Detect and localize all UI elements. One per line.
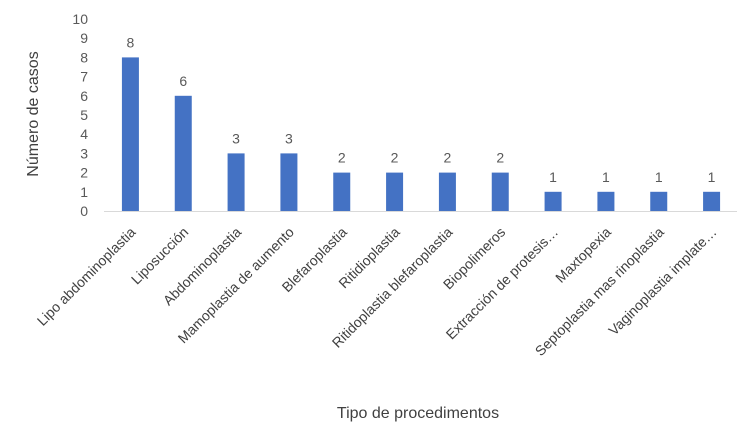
data-label: 2	[338, 150, 346, 166]
bar	[544, 191, 562, 211]
bar	[333, 172, 351, 211]
y-tick-label: 9	[80, 30, 88, 46]
data-label: 3	[285, 130, 293, 146]
y-tick-label: 7	[80, 69, 88, 85]
bar	[703, 191, 721, 211]
data-label: 1	[708, 169, 716, 185]
bar	[491, 172, 509, 211]
data-label: 6	[179, 73, 187, 89]
data-label: 2	[391, 150, 399, 166]
y-tick-label: 10	[72, 11, 88, 27]
category-label: Extracción de protesis…	[443, 224, 562, 343]
y-tick-label: 4	[80, 126, 88, 142]
y-tick-label: 5	[80, 107, 88, 123]
bar	[174, 95, 192, 211]
y-tick-label: 6	[80, 88, 88, 104]
bar	[438, 172, 456, 211]
bar	[121, 57, 139, 212]
data-label: 8	[127, 34, 135, 50]
category-labels: Lipo abdominoplastiaLiposucciónAbdominop…	[34, 224, 720, 359]
y-tick-label: 0	[80, 203, 88, 219]
y-tick-label: 2	[80, 165, 88, 181]
y-tick-labels: 0 1 2 3 4 5 6 7 8 9 10	[72, 11, 88, 219]
y-tick-label: 1	[80, 184, 88, 200]
bars	[121, 57, 721, 212]
bar	[280, 153, 298, 211]
data-label: 1	[602, 169, 610, 185]
data-label: 3	[232, 130, 240, 146]
x-axis-title: Tipo de procedimentos	[337, 405, 499, 422]
bar	[650, 191, 668, 211]
bar	[386, 172, 404, 211]
category-label: Lipo abdominoplastia	[34, 224, 139, 329]
data-label: 1	[655, 169, 663, 185]
y-axis-title: Número de casos	[25, 51, 42, 176]
bar	[597, 191, 615, 211]
data-label: 1	[549, 169, 557, 185]
data-label: 2	[496, 150, 504, 166]
category-label: Vaginoplastia implate…	[605, 224, 720, 339]
bar	[227, 153, 245, 211]
y-tick-label: 8	[80, 49, 88, 65]
data-labels: 8 6 3 3 2 2 2 2 1 1 1 1	[127, 34, 716, 184]
data-label: 2	[444, 150, 452, 166]
y-tick-label: 3	[80, 145, 88, 161]
